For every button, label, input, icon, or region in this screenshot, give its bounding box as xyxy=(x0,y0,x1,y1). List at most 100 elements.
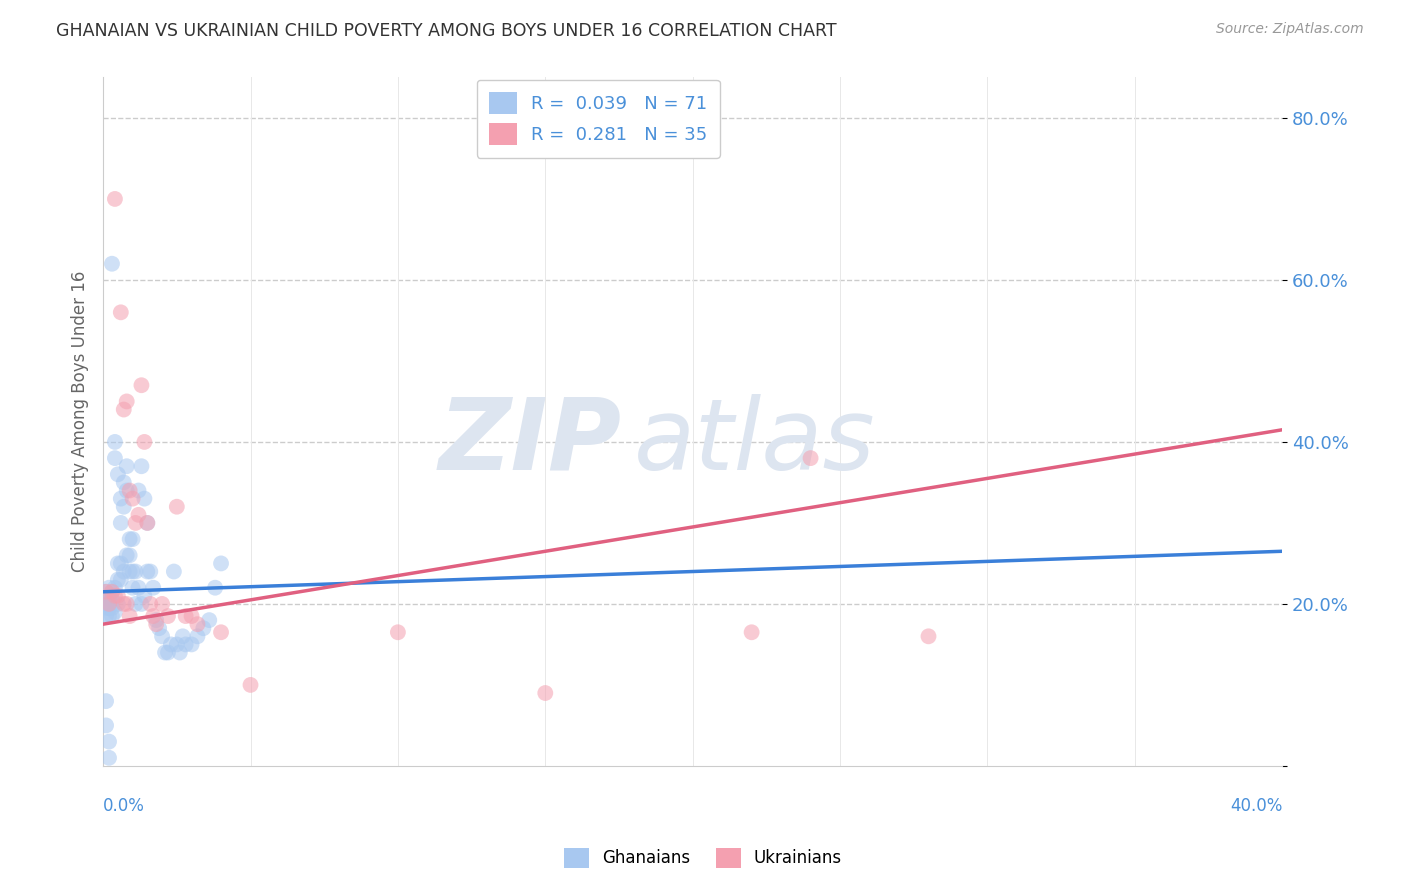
Point xyxy=(204,581,226,595)
Point xyxy=(112,402,135,417)
Text: 40.0%: 40.0% xyxy=(1230,797,1282,814)
Point xyxy=(128,581,150,595)
Point xyxy=(186,629,208,643)
Point xyxy=(156,609,179,624)
Point xyxy=(160,637,183,651)
Point xyxy=(98,751,121,765)
Point xyxy=(150,597,173,611)
Point xyxy=(110,557,132,571)
Point xyxy=(131,378,153,392)
Point xyxy=(94,609,117,624)
Point xyxy=(104,605,127,619)
Point xyxy=(134,589,156,603)
Point xyxy=(101,601,124,615)
Point xyxy=(121,532,143,546)
Point xyxy=(107,589,129,603)
Point xyxy=(180,609,202,624)
Point xyxy=(136,565,159,579)
Point xyxy=(118,483,141,498)
Legend: R =  0.039   N = 71, R =  0.281   N = 35: R = 0.039 N = 71, R = 0.281 N = 35 xyxy=(477,79,720,158)
Point xyxy=(101,609,124,624)
Point xyxy=(104,192,127,206)
Point xyxy=(166,500,188,514)
Point xyxy=(101,584,124,599)
Text: 0.0%: 0.0% xyxy=(103,797,145,814)
Point xyxy=(186,617,208,632)
Point xyxy=(172,629,194,643)
Point xyxy=(112,597,135,611)
Point xyxy=(101,584,124,599)
Point xyxy=(128,483,150,498)
Point xyxy=(115,549,138,563)
Point xyxy=(198,613,221,627)
Point xyxy=(134,491,156,506)
Point xyxy=(118,609,141,624)
Point xyxy=(115,459,138,474)
Point xyxy=(800,451,823,466)
Point xyxy=(134,434,156,449)
Point xyxy=(94,584,117,599)
Point xyxy=(153,646,176,660)
Point xyxy=(94,601,117,615)
Point xyxy=(121,491,143,506)
Point xyxy=(94,597,117,611)
Point xyxy=(193,621,215,635)
Point xyxy=(118,549,141,563)
Point xyxy=(98,589,121,603)
Point xyxy=(107,557,129,571)
Point xyxy=(107,597,129,611)
Point xyxy=(98,597,121,611)
Point xyxy=(112,565,135,579)
Point xyxy=(534,686,557,700)
Point xyxy=(104,451,127,466)
Point xyxy=(110,491,132,506)
Point xyxy=(98,601,121,615)
Point xyxy=(209,557,232,571)
Point xyxy=(115,394,138,409)
Point xyxy=(150,629,173,643)
Point xyxy=(110,305,132,319)
Point xyxy=(174,637,197,651)
Point xyxy=(98,609,121,624)
Point xyxy=(94,694,117,708)
Point xyxy=(124,516,146,530)
Point xyxy=(131,597,153,611)
Point xyxy=(128,508,150,522)
Point xyxy=(98,734,121,748)
Point xyxy=(145,617,167,632)
Point xyxy=(104,589,127,603)
Point xyxy=(121,581,143,595)
Y-axis label: Child Poverty Among Boys Under 16: Child Poverty Among Boys Under 16 xyxy=(72,271,89,573)
Point xyxy=(180,637,202,651)
Point xyxy=(94,718,117,732)
Text: atlas: atlas xyxy=(634,394,876,491)
Point xyxy=(741,625,763,640)
Point xyxy=(115,597,138,611)
Point xyxy=(115,483,138,498)
Text: GHANAIAN VS UKRAINIAN CHILD POVERTY AMONG BOYS UNDER 16 CORRELATION CHART: GHANAIAN VS UKRAINIAN CHILD POVERTY AMON… xyxy=(56,22,837,40)
Point xyxy=(169,646,191,660)
Point xyxy=(112,500,135,514)
Point xyxy=(166,637,188,651)
Point xyxy=(145,613,167,627)
Point xyxy=(139,597,162,611)
Point xyxy=(174,609,197,624)
Point xyxy=(112,475,135,490)
Point xyxy=(110,516,132,530)
Point xyxy=(131,459,153,474)
Point xyxy=(118,532,141,546)
Point xyxy=(163,565,186,579)
Point xyxy=(124,597,146,611)
Point xyxy=(101,593,124,607)
Point xyxy=(387,625,409,640)
Point xyxy=(98,581,121,595)
Point xyxy=(124,565,146,579)
Point xyxy=(110,573,132,587)
Point xyxy=(917,629,939,643)
Point xyxy=(94,584,117,599)
Point xyxy=(104,434,127,449)
Point xyxy=(104,581,127,595)
Point xyxy=(107,467,129,482)
Text: ZIP: ZIP xyxy=(439,394,621,491)
Text: Source: ZipAtlas.com: Source: ZipAtlas.com xyxy=(1216,22,1364,37)
